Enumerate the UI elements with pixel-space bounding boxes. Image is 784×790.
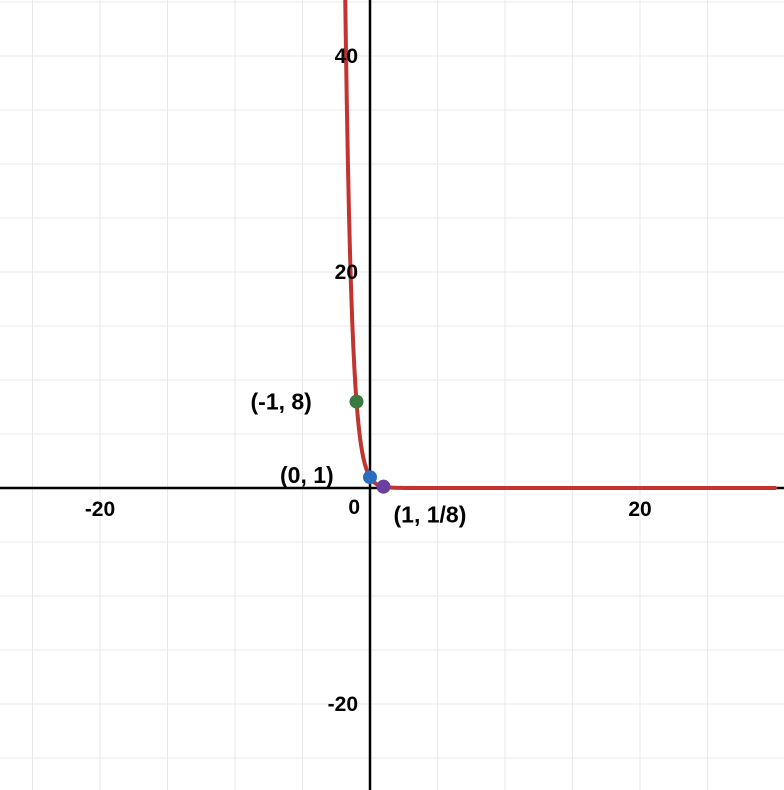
data-point-label: (0, 1): [280, 462, 334, 488]
data-point-label: (-1, 8): [251, 389, 312, 415]
x-tick-label: 20: [628, 498, 651, 521]
y-tick-label: 40: [335, 45, 358, 68]
data-point-label: (1, 1/8): [394, 502, 467, 528]
x-tick-label: -20: [85, 498, 115, 521]
origin-label: 0: [348, 496, 360, 519]
data-point: [377, 480, 391, 494]
curve-exponential-decay: [340, 0, 775, 488]
y-tick-label: 20: [335, 261, 358, 284]
data-point: [350, 395, 364, 409]
data-point: [363, 470, 377, 484]
exponential-decay-chart: -20 20 -20 20 40 0 (-1, 8) (0, 1) (1, 1/8): [0, 0, 784, 790]
y-tick-label: -20: [328, 693, 358, 716]
